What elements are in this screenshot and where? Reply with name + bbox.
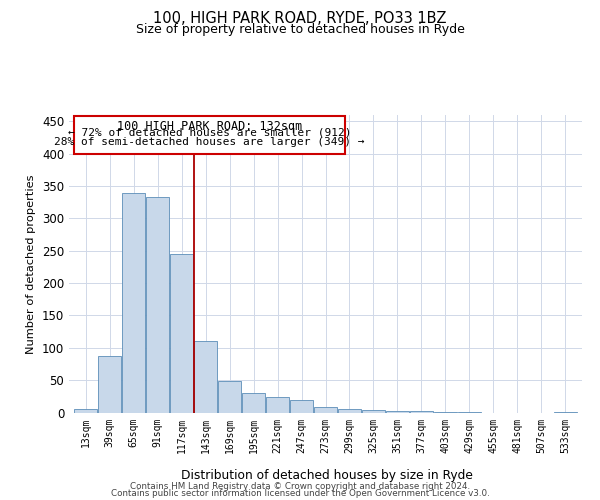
Text: 28% of semi-detached houses are larger (349) →: 28% of semi-detached houses are larger (… <box>54 137 365 147</box>
Bar <box>170 254 193 412</box>
Bar <box>410 411 433 412</box>
Text: 100 HIGH PARK ROAD: 132sqm: 100 HIGH PARK ROAD: 132sqm <box>117 120 302 132</box>
FancyBboxPatch shape <box>74 116 344 154</box>
Bar <box>362 410 385 412</box>
Bar <box>386 410 409 412</box>
Bar <box>218 381 241 412</box>
Bar <box>146 197 169 412</box>
Bar <box>98 356 121 412</box>
Text: Distribution of detached houses by size in Ryde: Distribution of detached houses by size … <box>181 470 473 482</box>
Text: Contains HM Land Registry data © Crown copyright and database right 2024.: Contains HM Land Registry data © Crown c… <box>130 482 470 491</box>
Text: Size of property relative to detached houses in Ryde: Size of property relative to detached ho… <box>136 22 464 36</box>
Text: ← 72% of detached houses are smaller (912): ← 72% of detached houses are smaller (91… <box>68 128 351 138</box>
Bar <box>74 410 97 412</box>
Text: Contains public sector information licensed under the Open Government Licence v3: Contains public sector information licen… <box>110 490 490 498</box>
Text: 100, HIGH PARK ROAD, RYDE, PO33 1BZ: 100, HIGH PARK ROAD, RYDE, PO33 1BZ <box>153 11 447 26</box>
Bar <box>314 406 337 412</box>
Bar <box>122 192 145 412</box>
Bar <box>242 393 265 412</box>
Y-axis label: Number of detached properties: Number of detached properties <box>26 174 37 354</box>
Bar <box>290 400 313 412</box>
Bar <box>338 410 361 412</box>
Bar <box>194 342 217 412</box>
Bar <box>266 397 289 412</box>
